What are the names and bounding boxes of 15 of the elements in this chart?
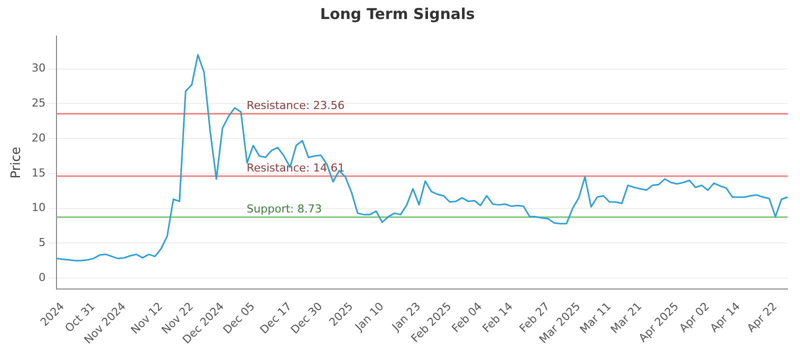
x-tick-label: Feb 14 <box>480 300 516 336</box>
y-tick-label: 0 <box>38 270 46 284</box>
y-tick-label: 10 <box>32 201 46 214</box>
x-tick-label: Dec 30 <box>288 300 325 336</box>
chart-title: Long Term Signals <box>320 4 475 23</box>
x-tick-label: Jan 10 <box>352 300 386 334</box>
ref-line-label: Support: 8.73 <box>246 202 322 216</box>
y-axis-title: Price <box>9 146 24 178</box>
ref-line-label: Resistance: 23.56 <box>246 99 345 112</box>
y-tick-label: 5 <box>38 236 46 250</box>
y-tick-label: 20 <box>32 131 46 144</box>
x-tick-label: Apr 22 <box>744 300 780 335</box>
y-tick-label: 15 <box>32 166 46 180</box>
y-tick-label: 25 <box>32 96 46 110</box>
y-tick-label: 30 <box>32 62 46 75</box>
